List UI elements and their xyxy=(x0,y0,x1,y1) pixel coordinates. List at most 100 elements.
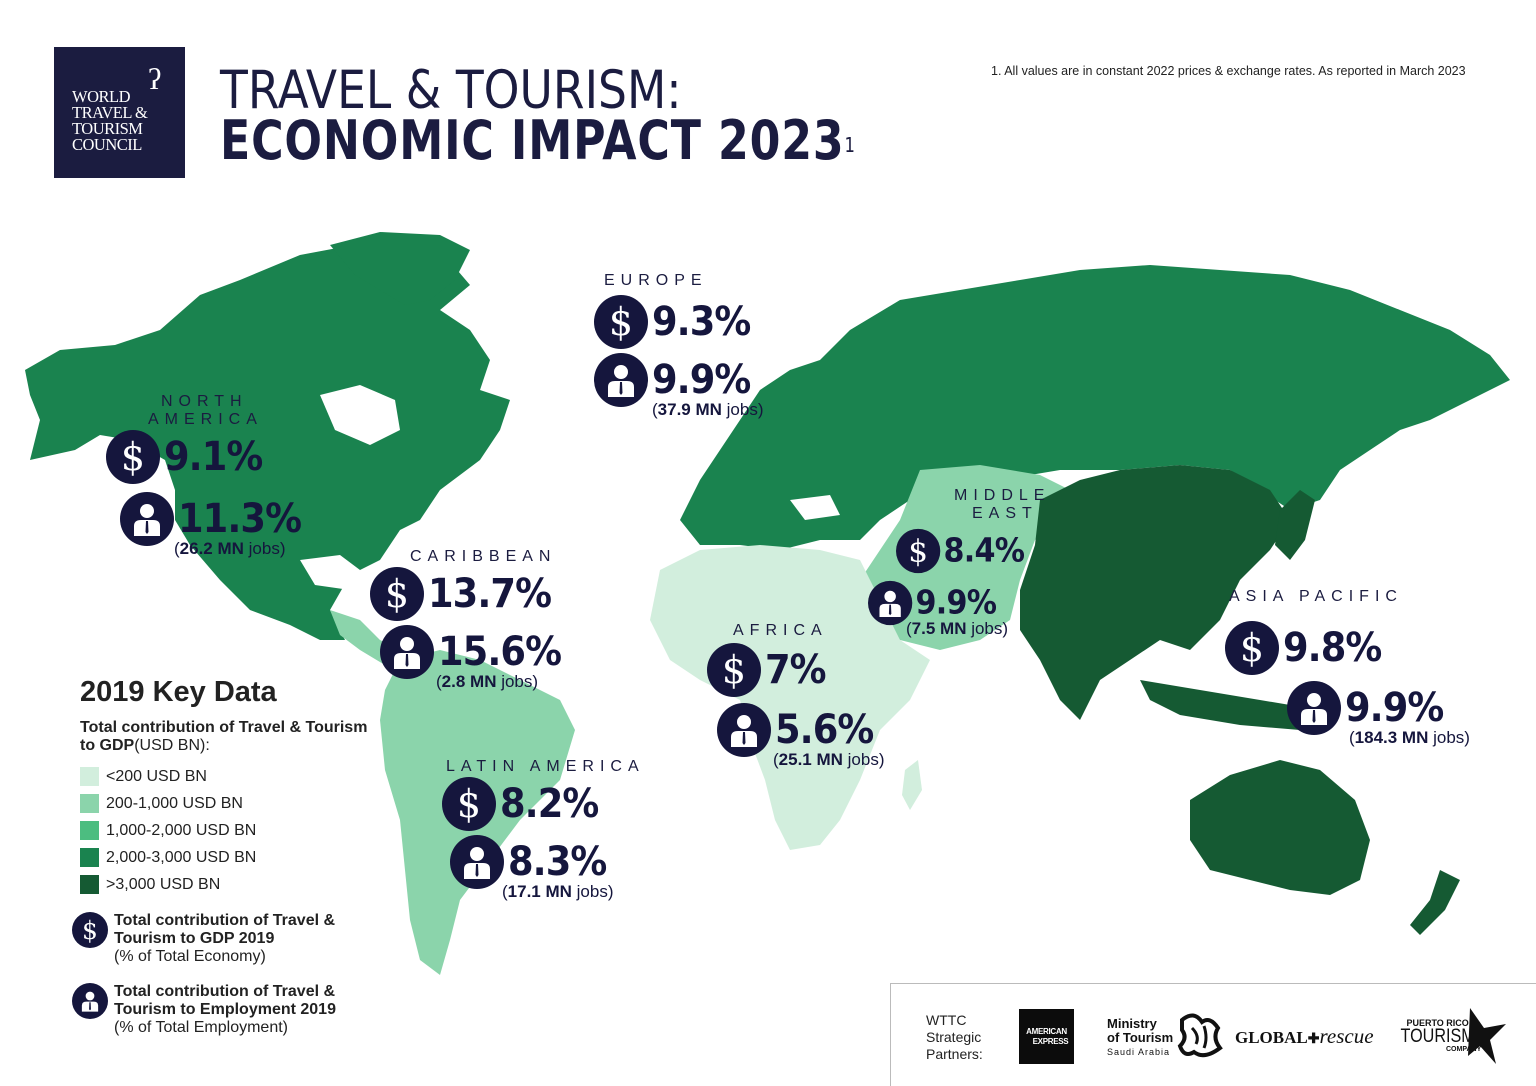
legend-gdp-key: $ Total contribution of Travel & Tourism… xyxy=(72,912,362,966)
gdp-stat: $ 13.7% xyxy=(370,566,572,622)
title-main: ECONOMIC IMPACT 2023 xyxy=(220,109,845,172)
hudson-bay xyxy=(320,385,400,445)
jobs-unit: jobs xyxy=(501,672,533,691)
region-latin-america: LATIN AMERICA $ 8.2% 8.3% (17.1 MN jobs) xyxy=(442,758,645,902)
employment-share-value: 9.9% xyxy=(652,357,751,403)
person-icon xyxy=(868,580,913,626)
jobs-unit: jobs xyxy=(847,750,879,769)
region-north-america: NORTH AMERICA $ 9.1% 11.3% (26.2 MN jobs… xyxy=(106,393,312,559)
person-icon xyxy=(450,835,504,889)
legend-gdp-key-title: Total contribution of Travel & Tourism t… xyxy=(114,912,336,947)
madagascar-shape xyxy=(902,760,922,810)
legend-subtitle: Total contribution of Travel & Tourism t… xyxy=(80,719,380,755)
logo-line: WORLD xyxy=(72,87,131,106)
employment-stat: 9.9% xyxy=(594,352,764,408)
gdp-stat: $ 9.1% xyxy=(106,429,312,485)
legend-label: 1,000-2,000 USD BN xyxy=(106,821,257,839)
partners-label-line: Partners: xyxy=(926,1046,983,1062)
employment-share-value: 8.3% xyxy=(508,839,607,885)
region-europe: EUROPE $ 9.3% 9.9% (37.9 MN jobs) xyxy=(594,272,764,420)
region-name: EAST xyxy=(972,505,1038,522)
legend-item: <200 USD BN xyxy=(80,763,380,790)
global-rescue-b: rescue xyxy=(1319,1024,1374,1048)
legend-item: 2,000-3,000 USD BN xyxy=(80,844,380,871)
legend-label: 200-1,000 USD BN xyxy=(106,794,243,812)
legend-subtitle-bold: Total contribution of Travel & Tourism t… xyxy=(80,719,368,754)
employment-share-value: 15.6% xyxy=(438,629,562,675)
jobs-value: 184.3 MN xyxy=(1354,728,1429,747)
jobs-value: 25.1 MN xyxy=(778,750,843,769)
dollar-icon: $ xyxy=(896,528,941,574)
person-icon xyxy=(72,983,108,1019)
person-icon xyxy=(380,625,434,679)
gdp-share-value: 13.7% xyxy=(428,571,552,617)
amex-line: AMERICAN xyxy=(1026,1026,1067,1036)
ministry-line: of Tourism xyxy=(1107,1030,1174,1045)
logo-line: TOURISM xyxy=(72,119,143,138)
employment-stat: 9.9% xyxy=(868,580,1026,626)
legend-swatch xyxy=(80,794,99,813)
global-rescue-logo: GLOBAL✚rescue xyxy=(1235,1024,1374,1049)
jobs-count: (7.5 MN jobs) xyxy=(906,619,1009,638)
gdp-share-value: 7% xyxy=(765,647,827,693)
region-name: NORTH xyxy=(161,393,248,410)
jobs-count: (26.2 MN jobs) xyxy=(174,539,286,558)
legend-employment-key-note: (% of Total Employment) xyxy=(114,1019,288,1036)
region-north-america-shape xyxy=(25,240,510,640)
dollar-icon: $ xyxy=(72,912,108,948)
saudi-calligraphy-icon xyxy=(1177,1013,1223,1058)
jobs-unit: jobs xyxy=(248,539,280,558)
region-africa-shape xyxy=(650,545,930,850)
ministry-line: Ministry xyxy=(1107,1016,1157,1031)
region-asia-pacific-shape xyxy=(1020,465,1290,720)
region-name: CARIBBEAN xyxy=(410,548,557,565)
dollar-icon: $ xyxy=(106,430,160,484)
gdp-share-value: 9.3% xyxy=(652,299,751,345)
dollar-icon: $ xyxy=(707,643,761,697)
ministry-of-tourism-logo: Ministry of Tourism Saudi Arabia xyxy=(1107,1017,1173,1059)
star-icon xyxy=(1468,1008,1506,1064)
employment-stat: 15.6% xyxy=(380,624,572,680)
legend: 2019 Key Data Total contribution of Trav… xyxy=(80,676,380,898)
title-superscript: 1 xyxy=(844,133,856,157)
gdp-stat: $ 9.8% xyxy=(1225,620,1470,676)
region-middle-east: MIDDLE EAST $ 8.4% 9.9% (7.5 MN jobs) xyxy=(868,487,1061,639)
logo-text: WORLD TRAVEL & TOURISM COUNCIL xyxy=(72,87,148,154)
employment-stat: 5.6% xyxy=(717,702,885,758)
gdp-stat: $ 8.2% xyxy=(442,776,645,832)
employment-stat: 9.9% xyxy=(1287,680,1470,736)
jobs-count: (17.1 MN jobs) xyxy=(502,882,614,901)
region-middle-east-shape xyxy=(860,465,1070,650)
employment-share-value: 5.6% xyxy=(775,707,874,753)
region-name: EUROPE xyxy=(604,272,708,289)
gdp-stat: $ 9.3% xyxy=(594,294,764,350)
person-icon xyxy=(717,703,771,757)
person-icon xyxy=(594,353,648,407)
gulf-of-mexico xyxy=(300,555,360,590)
jobs-count: (184.3 MN jobs) xyxy=(1349,728,1470,747)
employment-share-value: 9.9% xyxy=(1345,685,1444,731)
region-name: MIDDLE xyxy=(954,487,1051,504)
logo-swirl-icon: ʔ xyxy=(148,63,162,96)
employment-stat: 11.3% xyxy=(120,491,312,547)
legend-swatch xyxy=(80,821,99,840)
legend-item: 1,000-2,000 USD BN xyxy=(80,817,380,844)
plus-icon: ✚ xyxy=(1307,1032,1320,1047)
title-line-2: ECONOMIC IMPACT 20231 xyxy=(220,111,856,171)
partners-box: WTTC Strategic Partners: AMERICAN EXPRES… xyxy=(890,983,1536,1086)
jobs-count: (25.1 MN jobs) xyxy=(773,750,885,769)
partners-label-line: Strategic xyxy=(926,1029,982,1045)
region-name: AMERICA xyxy=(148,411,263,428)
legend-gdp-key-text: Total contribution of Travel & Tourism t… xyxy=(114,912,362,966)
dollar-icon: $ xyxy=(594,295,648,349)
dollar-icon: $ xyxy=(1225,621,1279,675)
region-caribbean: CARIBBEAN $ 13.7% 15.6% (2.8 MN jobs) xyxy=(370,548,572,692)
prt-sub: COMPANY xyxy=(1446,1046,1482,1053)
amex-logo: AMERICAN EXPRESS xyxy=(1019,1009,1074,1064)
japan-shape xyxy=(1275,490,1315,560)
logo-line: COUNCIL xyxy=(72,135,142,154)
region-name: ASIA PACIFIC xyxy=(1229,588,1403,605)
legend-employment-key: Total contribution of Travel & Tourism t… xyxy=(72,983,382,1037)
legend-label: >3,000 USD BN xyxy=(106,875,221,893)
region-africa: AFRICA $ 7% 5.6% (25.1 MN jobs) xyxy=(707,622,885,770)
